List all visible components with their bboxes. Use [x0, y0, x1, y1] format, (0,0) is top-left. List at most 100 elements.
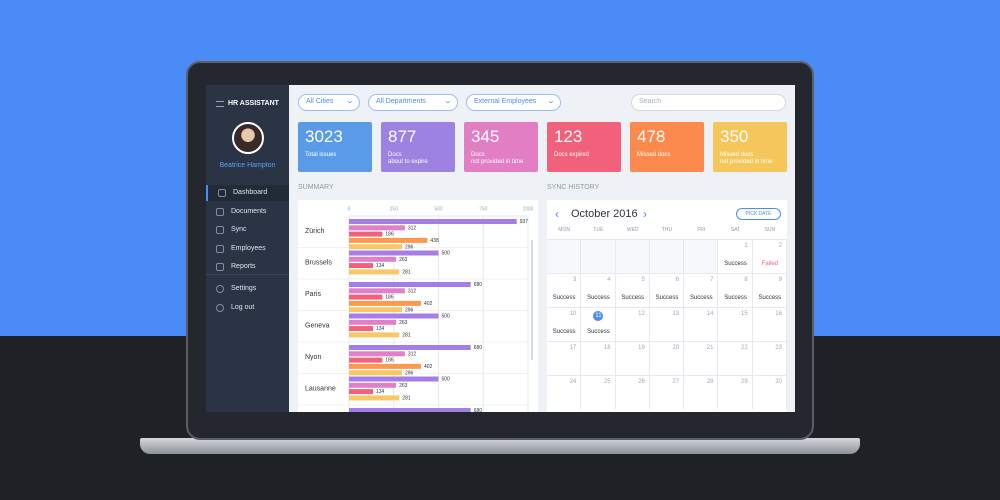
day-number: 10	[569, 311, 577, 317]
menu-icon	[216, 207, 224, 216]
weekday-label: SAT	[730, 227, 741, 233]
calendar-day[interactable]: 2 Failed	[752, 239, 787, 273]
calendar-day[interactable]: 26	[615, 375, 650, 409]
calendar-day[interactable]: 28	[684, 375, 719, 409]
day-number: 2	[778, 243, 782, 249]
prev-month[interactable]: ‹	[555, 207, 559, 221]
calendar-day[interactable]: 7 Success	[684, 273, 719, 307]
calendar-day[interactable]: 17	[547, 341, 582, 375]
calendar-day[interactable]: 14	[684, 307, 719, 341]
bar-value-label: 312	[408, 351, 417, 357]
bar-chart: 0 250 500 750 1000 Zürich 937 312 186 438 296 Bruss…	[298, 206, 534, 412]
menu-item[interactable]: Log out	[206, 300, 289, 316]
menu-item[interactable]: Dashboard	[206, 185, 289, 201]
pick-date-button[interactable]: PICK DATE	[736, 208, 781, 220]
stat-card: 877 Docs about to expire	[381, 122, 455, 172]
sync-status: Success	[724, 295, 747, 301]
calendar-day	[684, 239, 719, 273]
bar	[349, 395, 400, 401]
y-tick-label: Zürich	[305, 228, 325, 235]
sync-status: Success	[621, 295, 645, 301]
weekday-label: MON	[558, 227, 570, 233]
calendar-day[interactable]: 29	[718, 375, 753, 409]
calendar-day[interactable]: 6 Success	[649, 273, 685, 307]
calendar-day[interactable]: 30	[752, 375, 787, 409]
user-name: Beatrice Hampton	[219, 162, 276, 169]
y-tick-label: Paris	[305, 291, 321, 298]
menu-item[interactable]: Reports	[206, 259, 289, 275]
calendar-day[interactable]: 15	[718, 307, 753, 341]
weekday-label: WED	[626, 227, 639, 233]
bar-value-label: 438	[430, 238, 439, 244]
sync-status: Success	[552, 329, 576, 335]
calendar-day[interactable]: 12	[615, 307, 650, 341]
menu-icon	[216, 263, 224, 271]
bar-value-label: 296	[405, 244, 414, 250]
avatar	[232, 122, 264, 154]
calendar-day[interactable]: 16	[752, 307, 787, 341]
stat-label: Missed docs not provided in time	[720, 152, 773, 165]
stat-value: 877	[388, 127, 417, 146]
day-number: 17	[569, 345, 577, 351]
calendar-day[interactable]: 13	[649, 307, 685, 341]
bar	[349, 370, 402, 376]
calendar-day[interactable]: 5 Success	[615, 273, 650, 307]
day-number: 14	[706, 311, 714, 317]
filter-dropdown[interactable]: All Departments ⌄	[368, 94, 458, 111]
filter-dropdown[interactable]: All Cities ⌄	[298, 94, 360, 111]
calendar-day[interactable]: 22	[718, 341, 753, 375]
sync-status: Success	[552, 295, 576, 301]
filter-dropdown[interactable]: External Employees ⌄	[466, 94, 561, 111]
sidebar: HR ASSISTANT Beatrice Hampton Dashboard D…	[206, 85, 289, 412]
menu-item[interactable]: Settings	[206, 281, 289, 297]
day-number: 21	[706, 345, 714, 351]
calendar-day[interactable]: 19	[615, 341, 650, 375]
calendar-day[interactable]: 25	[581, 375, 616, 409]
bar	[349, 319, 397, 325]
calendar-day[interactable]: 10 Success	[547, 307, 582, 341]
bar-value-label: 500	[442, 314, 451, 320]
calendar-day[interactable]: 4 Success	[581, 273, 616, 307]
menu-item[interactable]: Employees	[206, 241, 289, 257]
calendar-day[interactable]: 8 Success	[718, 273, 753, 307]
sync-status: Success	[724, 261, 747, 267]
menu-label: Employees	[231, 244, 266, 252]
bar	[349, 332, 400, 338]
calendar-day[interactable]: 21	[684, 341, 719, 375]
day-number: 11	[593, 311, 604, 321]
bar	[349, 231, 383, 237]
calendar-day	[615, 239, 650, 273]
section-title: SUMMARY	[298, 184, 334, 191]
app-title: HR ASSISTANT	[228, 100, 279, 107]
stat-label: Docs expired	[554, 152, 590, 158]
bar-value-label: 281	[402, 333, 411, 339]
calendar-month: October 2016	[571, 208, 638, 220]
calendar-day[interactable]: 18	[581, 341, 616, 375]
bar-value-label: 134	[376, 263, 385, 269]
calendar-day[interactable]: 20	[649, 341, 685, 375]
calendar-day[interactable]: 3 Success	[547, 273, 582, 307]
day-number: 15	[741, 311, 748, 317]
calendar-day[interactable]: 27	[649, 375, 685, 409]
menu-label: Log out	[231, 303, 255, 311]
calendar-day[interactable]: 24	[547, 375, 582, 409]
calendar-day[interactable]: 11 Success	[581, 307, 616, 341]
menu-icon[interactable]	[216, 101, 224, 107]
x-tick-label: 1000	[522, 206, 533, 212]
calendar-day[interactable]: 23	[752, 341, 787, 375]
day-number: 25	[603, 379, 611, 385]
calendar-day[interactable]: 1 Success	[718, 239, 753, 273]
calendar-day[interactable]: 9 Success	[752, 273, 787, 307]
section-title: SYNC HISTORY	[547, 184, 600, 191]
next-month[interactable]: ›	[643, 207, 647, 221]
menu-item[interactable]: Sync	[206, 222, 289, 238]
day-number: 4	[607, 277, 611, 283]
stat-label: Total issues	[305, 152, 337, 158]
day-number: 18	[603, 345, 611, 351]
stat-label: Docs about to expire	[388, 152, 428, 165]
menu-icon	[216, 226, 224, 234]
search-box[interactable]: Search	[631, 94, 786, 111]
menu-item[interactable]: Documents	[206, 204, 289, 220]
menu-icon	[216, 303, 224, 312]
